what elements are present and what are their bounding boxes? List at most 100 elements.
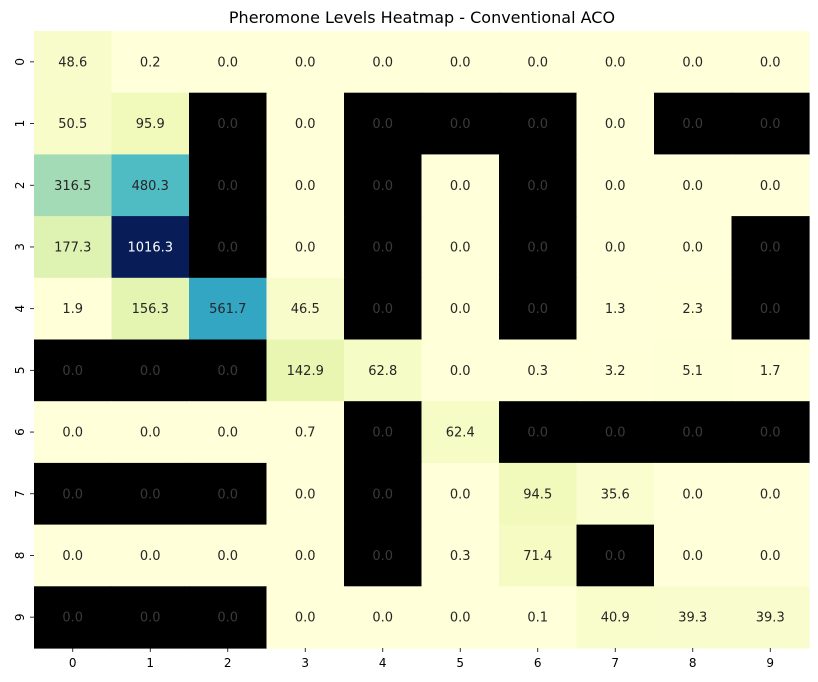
heatmap-cell (111, 216, 190, 279)
cell-value-label: 0.0 (682, 179, 703, 194)
heatmap-cell (34, 401, 113, 464)
heatmap-cells: 48.6 0.2 0.0 0.0 0.0 0.0 0.0 0.0 0.0 0.0 50.5 95.9 0… (34, 31, 810, 649)
heatmap-cell (576, 462, 655, 526)
heatmap-cell (576, 92, 655, 155)
heatmap-cell (266, 31, 345, 94)
y-tick-label: 2 (13, 181, 27, 189)
cell-value-label: 0.0 (682, 487, 703, 502)
obstacle-cell (344, 401, 423, 464)
cell-value-label: 0.0 (527, 55, 548, 70)
cell-value-label: 35.6 (601, 487, 630, 502)
cell-value-label: 62.4 (446, 426, 475, 441)
heatmap-cell (266, 277, 345, 341)
obstacle-cell (189, 216, 268, 279)
cell-value-label: 561.7 (209, 302, 246, 317)
heatmap-cell (189, 277, 268, 341)
cell-value-label: 0.0 (760, 55, 781, 70)
cell-value-label: 0.0 (527, 117, 548, 132)
heatmap-cell (111, 277, 190, 341)
cell-value-label: 3.2 (605, 364, 626, 379)
cell-value-label: 0.0 (682, 55, 703, 70)
heatmap-cell (654, 154, 733, 217)
cell-value-label: 0.0 (372, 549, 393, 564)
cell-value-label: 0.0 (450, 240, 471, 255)
y-tick-label: 8 (13, 552, 27, 560)
x-tick-label: 0 (69, 656, 77, 670)
cell-value-label: 0.0 (295, 487, 316, 502)
cell-value-label: 0.0 (605, 117, 626, 132)
heatmap-cell (111, 524, 190, 587)
cell-value-label: 480.3 (132, 179, 169, 194)
cell-value-label: 0.0 (450, 487, 471, 502)
cell-value-label: 0.0 (295, 611, 316, 626)
heatmap-cell (421, 401, 500, 464)
obstacle-cell (654, 401, 733, 464)
obstacle-cell (111, 339, 190, 402)
heatmap-cell (266, 339, 345, 402)
heatmap-cell (189, 401, 268, 464)
cell-value-label: 0.0 (295, 117, 316, 132)
cell-value-label: 46.5 (291, 302, 320, 317)
cell-value-label: 1016.3 (128, 240, 174, 255)
cell-value-label: 0.3 (527, 364, 548, 379)
cell-value-label: 50.5 (58, 117, 87, 132)
heatmap-cell (266, 401, 345, 464)
obstacle-cell (731, 216, 810, 279)
heatmap-cell (576, 31, 655, 94)
obstacle-cell (576, 401, 655, 464)
obstacle-cell (189, 92, 268, 155)
heatmap-cell (731, 586, 810, 649)
heatmap-cell (266, 92, 345, 155)
obstacle-cell (111, 586, 190, 649)
y-tick-label: 5 (13, 367, 27, 375)
cell-value-label: 0.0 (140, 549, 161, 564)
obstacle-cell (344, 92, 423, 155)
obstacle-cell (189, 462, 268, 526)
x-tick-label: 1 (146, 656, 154, 670)
heatmap-cell (421, 524, 500, 587)
cell-value-label: 316.5 (54, 179, 91, 194)
cell-value-label: 0.0 (372, 487, 393, 502)
heatmap-cell (421, 216, 500, 279)
heatmap-cell (731, 524, 810, 587)
cell-value-label: 0.0 (760, 487, 781, 502)
cell-value-label: 0.0 (450, 117, 471, 132)
cell-value-label: 0.0 (217, 549, 238, 564)
obstacle-cell (34, 339, 113, 402)
heatmap-cell (654, 277, 733, 341)
cell-value-label: 0.0 (372, 611, 393, 626)
cell-value-label: 0.1 (527, 611, 548, 626)
x-tick-label: 8 (689, 656, 697, 670)
cell-value-label: 0.0 (605, 55, 626, 70)
heatmap-cell (499, 586, 578, 649)
x-tick-label: 9 (766, 656, 774, 670)
heatmap-cell (111, 92, 190, 155)
heatmap-cell (34, 31, 113, 94)
cell-value-label: 0.0 (450, 302, 471, 317)
cell-value-label: 0.0 (140, 364, 161, 379)
cell-value-label: 0.0 (605, 549, 626, 564)
obstacle-cell (654, 92, 733, 155)
heatmap-cell (499, 462, 578, 526)
cell-value-label: 0.0 (760, 117, 781, 132)
obstacle-cell (344, 524, 423, 587)
heatmap-cell (421, 462, 500, 526)
heatmap-cell (189, 524, 268, 587)
x-tick-label: 3 (301, 656, 309, 670)
heatmap-cell (576, 586, 655, 649)
cell-value-label: 0.0 (760, 179, 781, 194)
cell-value-label: 0.0 (140, 487, 161, 502)
cell-value-label: 0.0 (217, 179, 238, 194)
cell-value-label: 0.2 (140, 55, 161, 70)
cell-value-label: 39.3 (678, 611, 707, 626)
cell-value-label: 0.0 (217, 117, 238, 132)
heatmap-cell (731, 31, 810, 94)
obstacle-cell (731, 277, 810, 341)
obstacle-cell (731, 92, 810, 155)
cell-value-label: 5.1 (682, 364, 703, 379)
cell-value-label: 0.0 (372, 302, 393, 317)
obstacle-cell (34, 462, 113, 526)
obstacle-cell (421, 92, 500, 155)
heatmap-cell (421, 277, 500, 341)
